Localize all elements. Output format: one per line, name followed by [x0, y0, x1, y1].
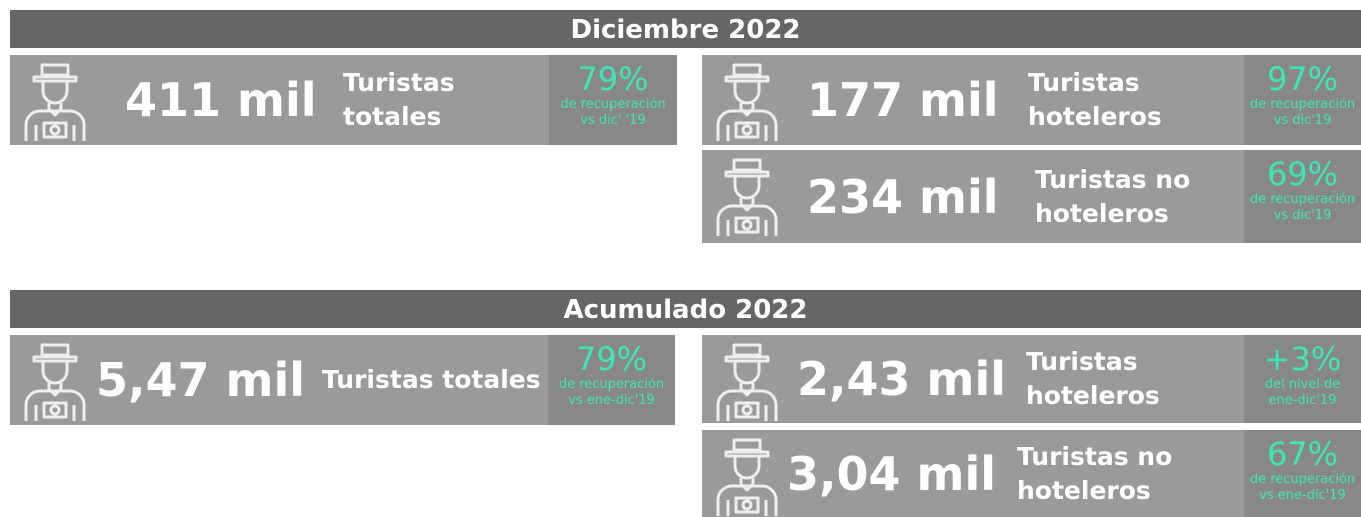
- stat-label: Turistas no hoteleros: [1035, 163, 1190, 231]
- percent-box: 79% de recuperación vs dic' '19: [549, 55, 677, 145]
- stat-value: 234 mil: [807, 169, 999, 224]
- stat-value: 2,43 mil: [797, 352, 1006, 406]
- percent-note: de recuperación: [1249, 472, 1356, 487]
- percent-note: de recuperación: [1249, 192, 1356, 207]
- label-line: hoteleros: [1017, 475, 1151, 505]
- percent-value: 67%: [1266, 435, 1339, 473]
- percent-note: vs dic' '19: [580, 113, 646, 128]
- section-header: Acumulado 2022: [10, 290, 1361, 328]
- section-header: Diciembre 2022: [10, 10, 1361, 48]
- stat-label: Turistas hoteleros: [1028, 66, 1162, 134]
- percent-note: ene-dic'19: [1268, 393, 1337, 408]
- label-line: hoteleros: [1026, 381, 1160, 410]
- stat-card: 5,47 mil Turistas totales 79% de recuperaci…: [10, 335, 675, 425]
- percent-box: 97% de recuperación vs dic'19: [1244, 55, 1361, 145]
- percent-note: de recuperación: [558, 377, 665, 392]
- stat-card: 234 mil Turistas no hoteleros 69% de recuper…: [702, 150, 1361, 243]
- percent-value: 69%: [1266, 155, 1339, 193]
- label-line: hoteleros: [1028, 102, 1162, 131]
- stat-label: Turistas hoteleros: [1026, 345, 1160, 413]
- label-line: Turistas: [343, 68, 455, 97]
- percent-box: +3% del nivel de ene-dic'19: [1244, 335, 1361, 423]
- percent-box: 69% de recuperación vs dic'19: [1244, 150, 1361, 243]
- label-line: Turistas no: [1035, 164, 1191, 194]
- stat-card: 177 mil Turistas hoteleros 97% de recuperaci…: [702, 55, 1361, 145]
- tourist-icon: [714, 339, 780, 423]
- stat-value: 411 mil: [125, 73, 317, 127]
- tourist-icon: [22, 339, 88, 423]
- label-line: Turistas totales: [322, 365, 541, 394]
- percent-note: de recuperación: [1249, 97, 1356, 112]
- tourist-icon: [714, 434, 780, 517]
- label-line: hoteleros: [1035, 198, 1169, 228]
- percent-value: 79%: [575, 340, 648, 378]
- percent-note: vs dic'19: [1273, 208, 1332, 223]
- tourist-icon: [714, 154, 780, 238]
- percent-note: vs dic'19: [1273, 113, 1332, 128]
- label-line: Turistas no: [1017, 441, 1173, 471]
- label-line: Turistas: [1028, 68, 1140, 97]
- stat-label: Turistas totales: [343, 66, 455, 134]
- percent-box: 79% de recuperación vs ene-dic'19: [548, 335, 675, 425]
- stat-card: 411 mil Turistas totales 79% de recuperación…: [10, 55, 677, 145]
- stat-value: 177 mil: [807, 73, 999, 127]
- tourist-icon: [714, 59, 780, 143]
- stat-card: 3,04 mil Turistas no hoteleros 67% de recupe…: [702, 430, 1361, 517]
- percent-value: 97%: [1266, 60, 1339, 98]
- percent-note: del nivel de: [1264, 377, 1341, 392]
- stat-card: 2,43 mil Turistas hoteleros +3% del nivel de…: [702, 335, 1361, 423]
- stat-value: 3,04 mil: [787, 446, 996, 501]
- percent-value: +3%: [1263, 340, 1342, 378]
- stat-value: 5,47 mil: [96, 353, 305, 407]
- tourist-icon: [22, 59, 88, 143]
- stat-label: Turistas no hoteleros: [1017, 440, 1172, 508]
- stat-label: Turistas totales: [322, 363, 541, 397]
- percent-note: vs ene-dic'19: [1259, 488, 1346, 503]
- percent-value: 79%: [577, 60, 649, 98]
- percent-note: de recuperación: [560, 97, 666, 112]
- percent-box: 67% de recuperación vs ene-dic'19: [1244, 430, 1361, 517]
- label-line: Turistas: [1026, 347, 1138, 376]
- label-line: totales: [343, 102, 442, 131]
- percent-note: vs ene-dic'19: [568, 393, 655, 408]
